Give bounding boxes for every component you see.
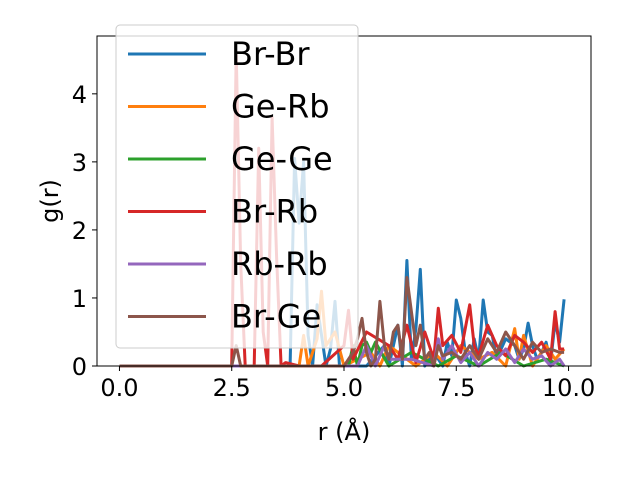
x-tick-label: 0.0 xyxy=(100,374,138,402)
legend-label: Rb-Rb xyxy=(231,245,328,283)
legend-label: Br-Ge xyxy=(231,298,321,336)
x-axis-label: r (Å) xyxy=(318,417,371,446)
y-tick-label: 3 xyxy=(72,149,87,177)
legend-label: Br-Rb xyxy=(231,193,318,231)
y-tick-label: 0 xyxy=(72,353,87,381)
x-tick-label: 10.0 xyxy=(542,374,595,402)
legend-label: Ge-Rb xyxy=(231,88,330,126)
y-axis-label: g(r) xyxy=(36,179,64,223)
legend-label: Br-Br xyxy=(231,35,310,73)
x-tick-label: 7.5 xyxy=(437,374,475,402)
y-tick-label: 1 xyxy=(72,285,87,313)
y-tick-label: 2 xyxy=(72,217,87,245)
legend: Br-Br Ge-Rb Ge-Ge Br-Rb Rb-Rb Br-Ge xyxy=(115,24,359,349)
y-tick-label: 4 xyxy=(72,81,87,109)
x-tick-label: 5.0 xyxy=(325,374,363,402)
x-tick-label: 2.5 xyxy=(213,374,251,402)
legend-label: Ge-Ge xyxy=(231,140,333,178)
ticks-layer: 0.0 2.5 5.0 7.5 10.0 0 1 2 3 4 xyxy=(72,81,596,402)
series-line-rb-rb xyxy=(119,337,566,368)
